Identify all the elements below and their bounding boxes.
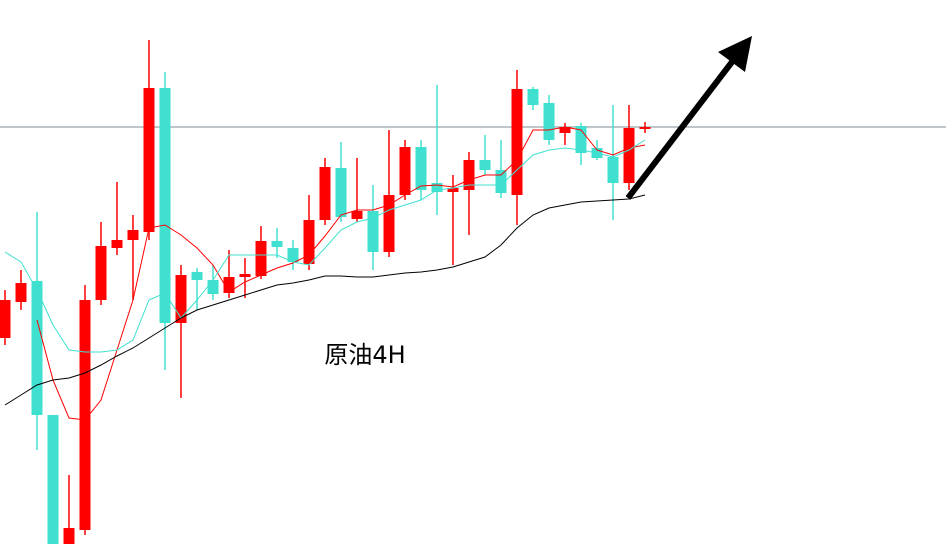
candle-body [335, 168, 347, 217]
trend-arrow [625, 36, 752, 200]
candle-body [0, 300, 11, 338]
candle-body [623, 128, 635, 183]
moving-average-line [4, 194, 646, 406]
candle-body [431, 183, 443, 192]
candle-body [143, 88, 155, 232]
candle-body [63, 528, 75, 544]
candle-body [527, 89, 539, 105]
candle-body [543, 103, 555, 140]
candle-body [319, 167, 331, 220]
candle-body [399, 147, 411, 195]
candle-body [511, 89, 523, 195]
candle-body [127, 230, 139, 240]
candle-body [447, 188, 459, 192]
arrow-shaft [625, 56, 738, 200]
candle-body [495, 170, 507, 193]
candle-body [175, 275, 187, 323]
chart-title: 原油4H [324, 341, 405, 369]
candle-body [303, 220, 315, 264]
plot-area [0, 40, 946, 544]
candle-body [351, 211, 363, 219]
candle-body [271, 241, 283, 247]
candle-body [463, 160, 475, 190]
candle-body [79, 300, 91, 530]
candle-body [559, 127, 571, 133]
candle-body [191, 272, 203, 280]
candle-body [367, 211, 379, 252]
candle-body [255, 241, 267, 276]
candle-body [639, 127, 651, 129]
candle-body [159, 88, 171, 323]
candle-body [415, 147, 427, 190]
candle-body [207, 280, 219, 294]
candle-body [607, 157, 619, 183]
candle-body [95, 246, 107, 300]
candle-body [47, 415, 59, 544]
candle-body [575, 126, 587, 153]
candle-body [239, 274, 251, 277]
candle-body [111, 240, 123, 248]
arrow-head [718, 36, 752, 72]
moving-average-line [4, 139, 646, 353]
candle-body [15, 283, 27, 302]
candle-body [479, 160, 491, 170]
candle-body [383, 195, 395, 252]
moving-average-line [36, 126, 646, 421]
candle-body [287, 248, 299, 262]
candle-body [31, 281, 43, 415]
candle-body [223, 277, 235, 293]
